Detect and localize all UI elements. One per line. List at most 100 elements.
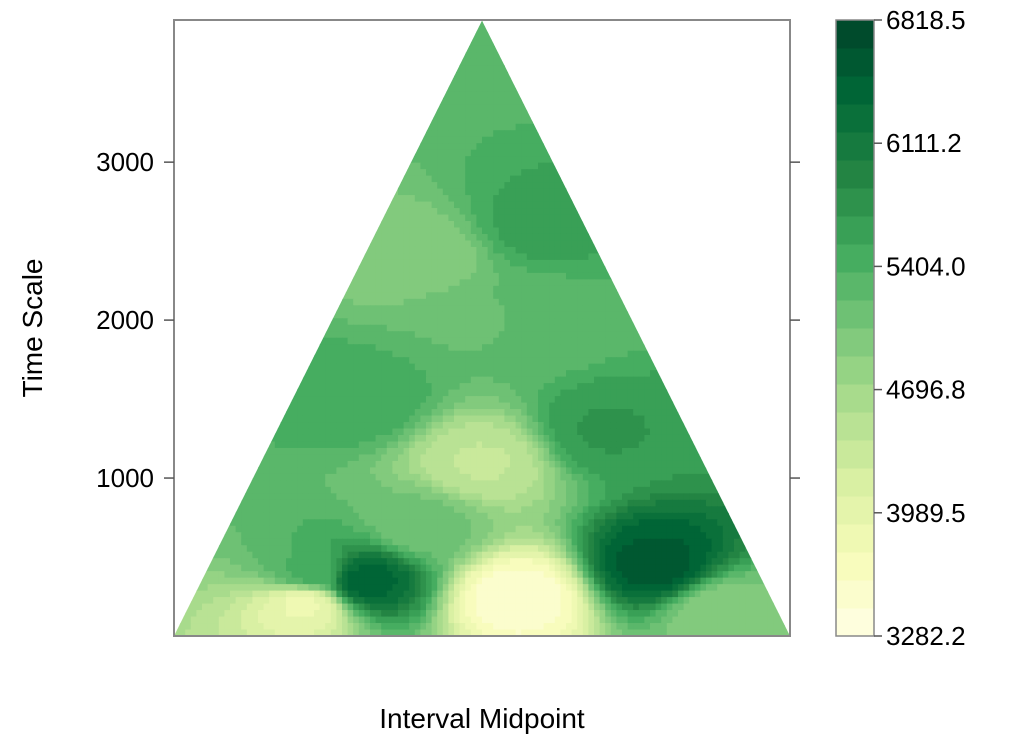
heatmap-cell bbox=[566, 519, 573, 527]
heatmap-cell bbox=[683, 409, 690, 417]
heatmap-cell bbox=[314, 532, 321, 540]
heatmap-cell bbox=[459, 564, 466, 572]
heatmap-cell bbox=[482, 512, 489, 520]
heatmap-cell bbox=[319, 396, 326, 404]
heatmap-cell bbox=[543, 201, 550, 209]
heatmap-cell bbox=[627, 577, 634, 585]
heatmap-cell bbox=[274, 571, 281, 579]
heatmap-cell bbox=[414, 512, 421, 520]
heatmap-cell bbox=[549, 253, 556, 261]
heatmap-cell bbox=[622, 324, 629, 332]
heatmap-cell bbox=[308, 363, 315, 371]
heatmap-cell bbox=[235, 532, 242, 540]
heatmap-cell bbox=[622, 558, 629, 566]
heatmap-cell bbox=[622, 409, 629, 417]
heatmap-cell bbox=[627, 305, 634, 313]
heatmap-cell bbox=[521, 525, 528, 533]
heatmap-cell bbox=[616, 285, 623, 293]
heatmap-cell bbox=[504, 525, 511, 533]
heatmap-cell bbox=[448, 149, 455, 157]
heatmap-cell bbox=[448, 305, 455, 313]
heatmap-cell bbox=[291, 428, 298, 436]
heatmap-cell bbox=[269, 447, 276, 456]
heatmap-cell bbox=[431, 240, 438, 248]
heatmap-cell bbox=[465, 104, 472, 112]
heatmap-cell bbox=[610, 402, 617, 410]
heatmap-cell bbox=[459, 298, 466, 306]
heatmap-cell bbox=[683, 551, 690, 559]
heatmap-cell bbox=[599, 532, 606, 540]
heatmap-cell bbox=[319, 331, 326, 339]
heatmap-cell bbox=[571, 467, 578, 475]
heatmap-cell bbox=[381, 305, 388, 313]
heatmap-cell bbox=[571, 337, 578, 345]
heatmap-cell bbox=[717, 551, 724, 559]
heatmap-cell bbox=[594, 253, 601, 261]
heatmap-cell bbox=[442, 480, 449, 488]
heatmap-cell bbox=[515, 162, 522, 170]
heatmap-cell bbox=[739, 545, 746, 553]
heatmap-cell bbox=[756, 584, 763, 592]
heatmap-cell bbox=[409, 486, 416, 494]
heatmap-cell bbox=[538, 545, 545, 553]
heatmap-cell bbox=[487, 460, 494, 469]
heatmap-cell bbox=[526, 422, 533, 430]
heatmap-cell bbox=[442, 130, 449, 138]
heatmap-cell bbox=[420, 499, 427, 507]
heatmap-cell bbox=[308, 337, 315, 345]
heatmap-cell bbox=[330, 305, 337, 313]
heatmap-cell bbox=[375, 318, 382, 326]
heatmap-cell bbox=[616, 480, 623, 488]
heatmap-cell bbox=[325, 551, 332, 559]
heatmap-cell bbox=[745, 525, 752, 533]
heatmap-cell bbox=[694, 512, 701, 520]
heatmap-cell bbox=[291, 532, 298, 540]
heatmap-cell bbox=[504, 311, 511, 319]
heatmap-cell bbox=[526, 117, 533, 125]
heatmap-cell bbox=[526, 123, 533, 131]
heatmap-cell bbox=[571, 545, 578, 553]
heatmap-cell bbox=[398, 344, 405, 352]
heatmap-cell bbox=[330, 344, 337, 352]
heatmap-cell bbox=[599, 331, 606, 339]
heatmap-cell bbox=[683, 558, 690, 566]
heatmap-cell bbox=[610, 441, 617, 449]
heatmap-cell bbox=[465, 383, 472, 391]
heatmap-cell bbox=[274, 577, 281, 585]
heatmap-cell bbox=[196, 597, 203, 605]
heatmap-cell bbox=[672, 493, 679, 501]
heatmap-cell bbox=[610, 590, 617, 598]
heatmap-cell bbox=[728, 512, 735, 520]
heatmap-cell bbox=[526, 506, 533, 514]
heatmap-cell bbox=[672, 525, 679, 533]
heatmap-cell bbox=[487, 409, 494, 417]
heatmap-cell bbox=[398, 525, 405, 533]
heatmap-cell bbox=[526, 454, 533, 462]
heatmap-cell bbox=[454, 298, 461, 306]
heatmap-cell bbox=[297, 519, 304, 527]
heatmap-cell bbox=[560, 357, 567, 365]
heatmap-cell bbox=[465, 195, 472, 203]
heatmap-cell bbox=[286, 558, 293, 566]
heatmap-cell bbox=[459, 363, 466, 371]
heatmap-cell bbox=[442, 227, 449, 235]
heatmap-cell bbox=[504, 331, 511, 339]
heatmap-cell bbox=[414, 376, 421, 384]
heatmap-cell bbox=[498, 84, 505, 92]
heatmap-cell bbox=[465, 363, 472, 371]
heatmap-cell bbox=[442, 422, 449, 430]
heatmap-cell bbox=[386, 519, 393, 527]
heatmap-cell bbox=[258, 551, 265, 559]
heatmap-cell bbox=[448, 221, 455, 229]
heatmap-cell bbox=[549, 233, 556, 242]
heatmap-cell bbox=[470, 460, 477, 469]
heatmap-cell bbox=[386, 246, 393, 255]
heatmap-cell bbox=[426, 558, 433, 566]
heatmap-cell bbox=[616, 389, 623, 397]
heatmap-cell bbox=[493, 473, 500, 481]
heatmap-cell bbox=[437, 344, 444, 352]
heatmap-cell bbox=[683, 486, 690, 494]
heatmap-cell bbox=[498, 447, 505, 456]
heatmap-cell bbox=[599, 259, 606, 267]
